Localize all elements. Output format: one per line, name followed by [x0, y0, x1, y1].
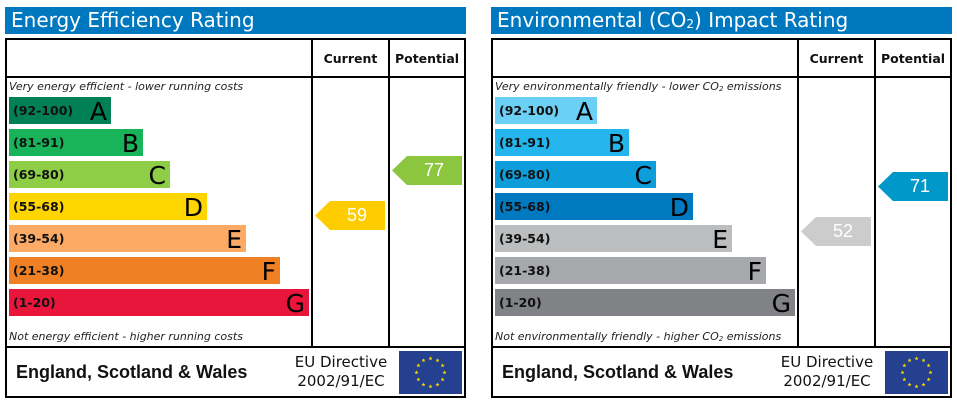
band-letter: F [747, 257, 762, 286]
divider [874, 40, 876, 346]
caption-top: Very energy efficient - lower running co… [9, 80, 244, 93]
eu-directive: EU Directive 2002/91/EC [772, 353, 882, 391]
title-text-end: ) Impact Rating [694, 8, 849, 32]
rating-band-e: (39-54) E [495, 225, 732, 254]
footer: England, Scotland & Wales EU Directive 2… [493, 348, 950, 396]
band-range: (39-54) [13, 231, 65, 246]
rating-band-g: (1-20) G [495, 289, 795, 318]
rating-band-e: (39-54) E [9, 225, 246, 254]
caption-subscript: 2 [718, 335, 724, 343]
band-range: (21-38) [499, 263, 551, 278]
band-range: (81-91) [13, 135, 65, 150]
potential-rating-arrow: 71 [878, 172, 948, 201]
rating-band-c: (69-80) C [9, 161, 170, 190]
band-letter: B [607, 129, 625, 158]
potential-rating-arrow: 77 [392, 156, 462, 185]
arrow-left-icon [801, 217, 871, 246]
column-header-potential: Potential [394, 51, 460, 66]
arrow-left-icon [878, 172, 948, 201]
divider [7, 346, 464, 348]
divider [7, 76, 464, 78]
current-rating-value: 52 [832, 221, 854, 241]
band-range: (69-80) [13, 167, 65, 182]
title-text: Environmental (CO [497, 8, 687, 32]
panel-title: Energy Efficiency Rating [5, 7, 466, 34]
region-label: England, Scotland & Wales [502, 362, 734, 382]
caption-top: Very environmentally friendly - lower CO… [495, 80, 781, 93]
rating-band-f: (21-38) F [495, 257, 766, 286]
rating-table: Current Potential Very environmentally f… [491, 38, 952, 398]
footer: England, Scotland & Wales EU Directive 2… [7, 348, 464, 396]
band-letter: B [121, 129, 139, 158]
eu-stars-icon [414, 356, 447, 389]
band-range: (92-100) [13, 103, 74, 118]
title-subscript: 2 [686, 17, 695, 31]
eu-stars-icon [900, 356, 933, 389]
caption-subscript: 2 [718, 85, 724, 93]
column-header-current: Current [809, 51, 864, 66]
caption-text-end: emissions [723, 80, 782, 93]
band-range: (39-54) [499, 231, 551, 246]
directive-line1: EU Directive [780, 353, 874, 371]
divider [493, 76, 950, 78]
eu-flag-icon [399, 351, 462, 394]
eu-directive: EU Directive 2002/91/EC [286, 353, 396, 391]
region-label: England, Scotland & Wales [16, 362, 248, 382]
band-letter: E [712, 225, 728, 254]
band-range: (21-38) [13, 263, 65, 278]
rating-table: Current Potential Very energy efficient … [5, 38, 466, 398]
rating-band-c: (69-80) C [495, 161, 656, 190]
rating-band-d: (55-68) D [9, 193, 207, 222]
caption-text: Not environmentally friendly - higher CO [495, 330, 719, 343]
band-range: (1-20) [499, 295, 542, 310]
band-letter: C [148, 161, 166, 190]
rating-band-b: (81-91) B [9, 129, 143, 158]
directive-line2: 2002/91/EC [297, 372, 385, 390]
current-rating-arrow: 52 [801, 217, 871, 246]
band-range: (55-68) [13, 199, 65, 214]
rating-band-b: (81-91) B [495, 129, 629, 158]
band-letter: D [183, 193, 203, 222]
band-letter: A [575, 97, 593, 126]
rating-band-g: (1-20) G [9, 289, 309, 318]
current-rating-value: 59 [346, 205, 368, 225]
current-rating-arrow: 59 [315, 201, 385, 230]
band-letter: G [771, 289, 791, 318]
caption-text: Very environmentally friendly - lower CO [495, 80, 719, 93]
rating-band-f: (21-38) F [9, 257, 280, 286]
band-range: (81-91) [499, 135, 551, 150]
divider [797, 40, 799, 346]
rating-band-d: (55-68) D [495, 193, 693, 222]
arrow-left-icon [392, 156, 462, 185]
rating-band-a: (92-100) A [9, 97, 111, 126]
rating-band-a: (92-100) A [495, 97, 597, 126]
environmental-impact-panel: Environmental (CO2) Impact Rating Curren… [491, 7, 952, 398]
band-letter: C [634, 161, 652, 190]
column-header-potential: Potential [880, 51, 946, 66]
potential-rating-value: 77 [423, 160, 445, 180]
divider [311, 40, 313, 346]
band-letter: D [669, 193, 689, 222]
band-range: (1-20) [13, 295, 56, 310]
panel-title: Environmental (CO2) Impact Rating [491, 7, 952, 34]
band-range: (69-80) [499, 167, 551, 182]
band-letter: A [89, 97, 107, 126]
directive-line1: EU Directive [294, 353, 388, 371]
arrow-left-icon [315, 201, 385, 230]
directive-line2: 2002/91/EC [783, 372, 871, 390]
caption-bottom: Not environmentally friendly - higher CO… [495, 330, 781, 343]
band-letter: F [261, 257, 276, 286]
eu-flag-icon [885, 351, 948, 394]
potential-rating-value: 71 [909, 176, 931, 196]
caption-text-end: emissions [723, 330, 782, 343]
band-range: (55-68) [499, 199, 551, 214]
column-header-current: Current [323, 51, 378, 66]
divider [493, 346, 950, 348]
band-letter: G [285, 289, 305, 318]
divider [388, 40, 390, 346]
band-letter: E [226, 225, 242, 254]
energy-efficiency-panel: Energy Efficiency Rating Current Potenti… [5, 7, 466, 398]
caption-bottom: Not energy efficient - higher running co… [9, 330, 243, 343]
band-range: (92-100) [499, 103, 560, 118]
